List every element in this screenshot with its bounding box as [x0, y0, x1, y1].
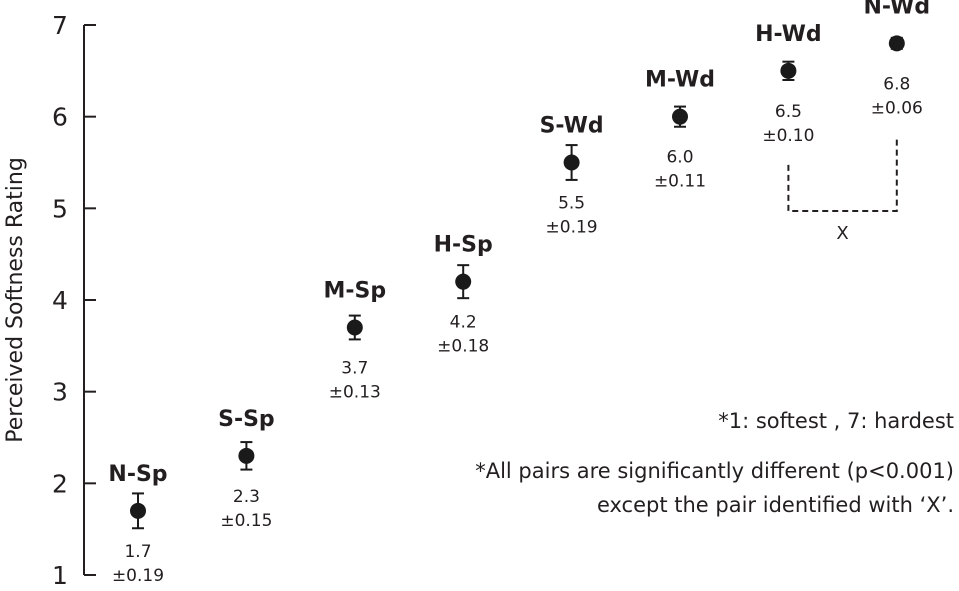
value-label: 1.7	[124, 542, 151, 562]
error-label: ±0.15	[220, 511, 272, 531]
value-label: 6.8	[883, 74, 910, 94]
value-label: 4.2	[450, 313, 477, 333]
y-tick-label: 3	[52, 378, 68, 407]
point-label: S-Sp	[218, 407, 275, 432]
data-point-h-wd: H-Wd 6.5 ±0.10	[755, 22, 822, 146]
marker	[346, 319, 363, 336]
value-label: 5.5	[558, 194, 585, 214]
error-label: ±0.19	[546, 218, 598, 238]
y-tick-label: 6	[52, 103, 68, 132]
point-label: H-Sp	[434, 233, 493, 258]
bracket-line	[787, 137, 898, 212]
marker	[672, 108, 688, 125]
data-point-m-wd: M-Wd 6.0 ±0.11	[645, 68, 715, 192]
point-label: N-Sp	[108, 462, 167, 487]
value-label: 6.0	[666, 148, 693, 168]
value-label: 3.7	[341, 359, 368, 379]
point-label: N-Wd	[864, 0, 931, 19]
annotation-scale: *1: softest , 7: hardest	[718, 409, 954, 433]
error-label: ±0.06	[871, 98, 923, 118]
marker	[130, 502, 146, 519]
value-label: 6.5	[775, 102, 802, 122]
point-label: H-Wd	[755, 22, 822, 47]
marker	[563, 154, 580, 171]
data-point-h-sp: H-Sp 4.2 ±0.18	[434, 233, 493, 357]
annotation-exception: except the pair identified with ‘X’.	[597, 493, 954, 517]
data-points: N-Sp 1.7 ±0.19 S-Sp 2.3 ±0.15 M-Sp 3.7 ±0.13 H-Sp…	[108, 0, 930, 586]
y-tick-label: 1	[52, 561, 68, 590]
y-tick-label: 2	[52, 469, 68, 498]
point-label: S-Wd	[540, 114, 604, 139]
data-point-s-wd: S-Wd 5.5 ±0.19	[540, 114, 604, 238]
point-label: M-Sp	[323, 279, 386, 304]
data-point-n-wd: N-Wd 6.8 ±0.06	[864, 0, 931, 118]
marker	[455, 273, 472, 290]
y-tick-label: 4	[52, 286, 68, 315]
marker	[780, 62, 797, 79]
y-tick-label: 7	[52, 11, 68, 40]
marker	[888, 35, 905, 52]
error-label: ±0.10	[762, 126, 814, 146]
y-tick-label: 5	[52, 194, 68, 223]
data-point-m-sp: M-Sp 3.7 ±0.13	[323, 279, 386, 403]
error-label: ±0.11	[654, 172, 706, 192]
bracket-label: X	[836, 223, 848, 244]
y-axis-label: Perceived Softness Rating	[3, 157, 28, 443]
error-label: ±0.18	[437, 337, 489, 357]
non-significant-bracket: X	[787, 137, 898, 244]
value-label: 2.3	[233, 487, 260, 507]
annotation-significance: *All pairs are significantly different (…	[475, 459, 954, 483]
error-label: ±0.19	[112, 566, 164, 586]
error-label: ±0.13	[329, 383, 381, 403]
point-label: M-Wd	[645, 68, 715, 93]
data-point-s-sp: S-Sp 2.3 ±0.15	[218, 407, 275, 531]
data-point-n-sp: N-Sp 1.7 ±0.19	[108, 462, 167, 586]
y-axis: 1 2 3 4 5 6 7	[52, 11, 96, 590]
marker	[238, 447, 255, 464]
